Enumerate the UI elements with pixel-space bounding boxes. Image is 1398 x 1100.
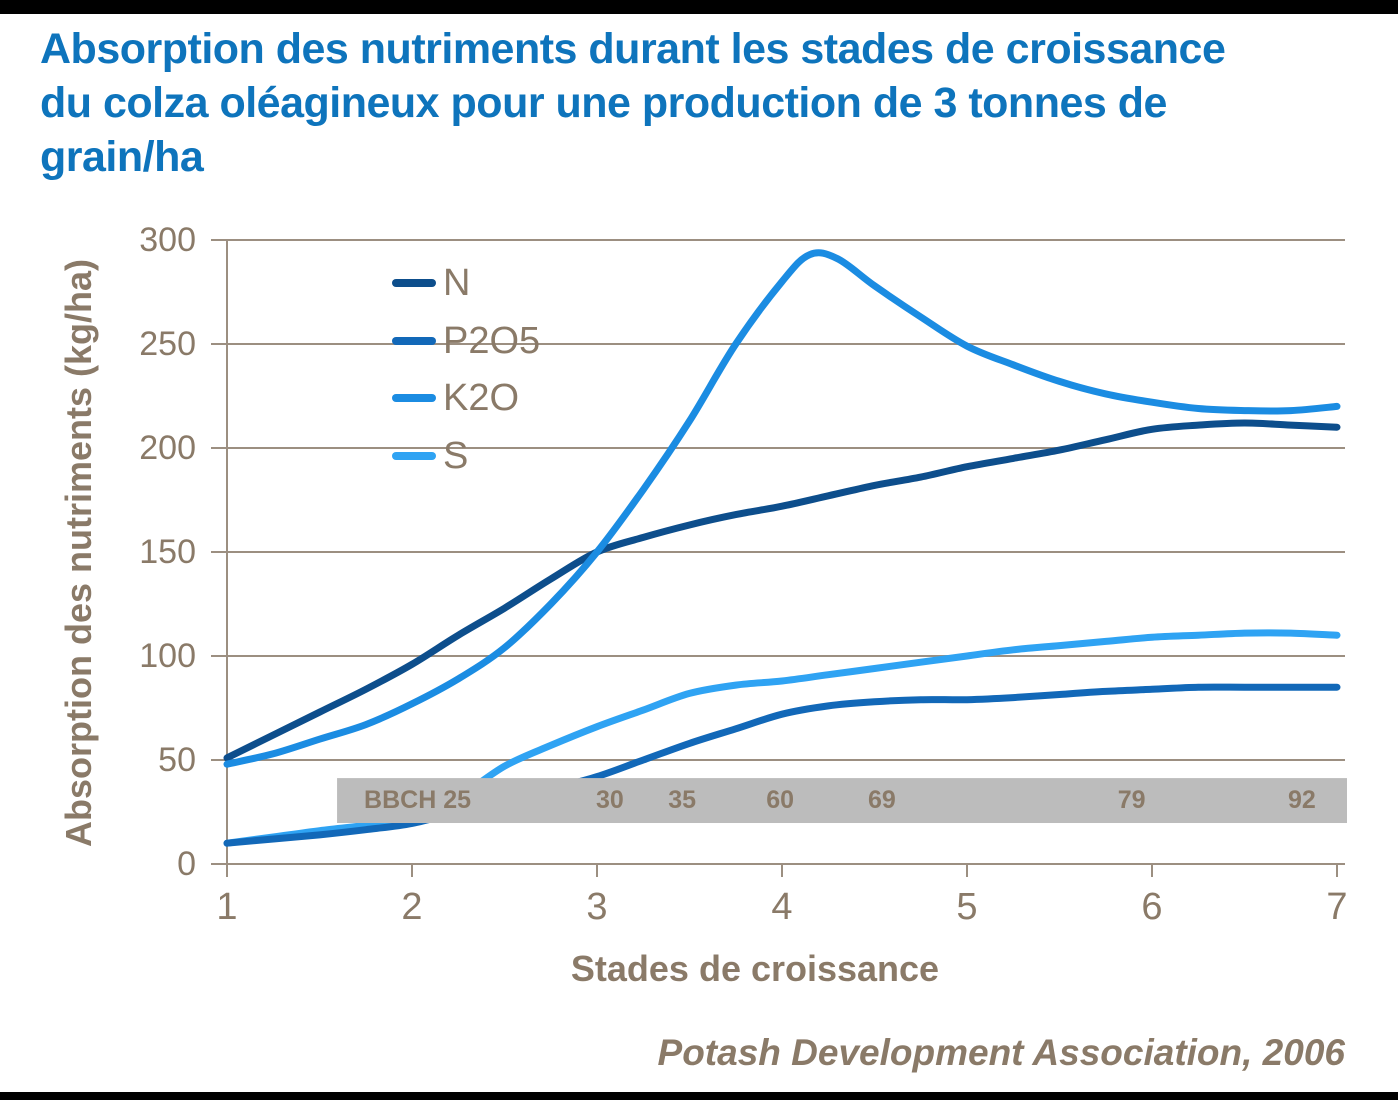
bbch-label-30: 30 (596, 786, 624, 814)
y-tick-label-150: 150 (139, 533, 196, 571)
bbch-label-35: 35 (668, 786, 696, 814)
x-tick-label-6: 6 (1141, 886, 1163, 928)
legend-item-N: N (392, 263, 612, 303)
bottom-border-bar (0, 1092, 1398, 1100)
bbch-label-69: 69 (867, 786, 896, 814)
bbch-band (337, 778, 1347, 824)
legend-label-S: S (443, 434, 469, 477)
y-tick-label-100: 100 (139, 637, 196, 675)
bbch-label-60: 60 (766, 786, 795, 814)
y-tick-label-0: 0 (177, 845, 196, 883)
series-line-K2O (223, 249, 1341, 768)
y-tick-label-200: 200 (139, 429, 196, 467)
bbch-label-79: 79 (1117, 786, 1146, 814)
x-tick-label-5: 5 (956, 886, 978, 928)
legend-item-K2O: K2O (392, 378, 612, 418)
chart-title: Absorption des nutriments durant les sta… (40, 22, 1380, 184)
legend-label-P2O5: P2O5 (443, 319, 541, 362)
legend-label-N: N (443, 262, 471, 304)
source-credit: Potash Development Association, 2006 (657, 1032, 1345, 1073)
bbch-label-92: 92 (1287, 786, 1316, 814)
chart-title-line-1: Absorption des nutriments durant les sta… (40, 25, 1226, 73)
y-tick-label-250: 250 (139, 325, 196, 363)
y-tick-label-50: 50 (158, 741, 196, 779)
chart-title-line-2: du colza oléagineux pour une production … (40, 79, 1167, 127)
bbch-label-bbch-25: BBCH 25 (364, 786, 472, 814)
series-line-N (223, 419, 1341, 762)
legend-label-K2O: K2O (443, 377, 520, 419)
x-tick-label-3: 3 (586, 886, 608, 928)
x-tick-label-4: 4 (771, 886, 793, 928)
y-tick-label-300: 300 (139, 221, 196, 259)
legend-swatch-S (392, 451, 436, 460)
legend-item-S: S (392, 436, 612, 476)
legend-item-P2O5: P2O5 (392, 321, 612, 361)
x-axis-title: Stades de croissance (570, 948, 940, 989)
x-tick-label-1: 1 (216, 886, 238, 928)
legend-swatch-K2O (392, 394, 436, 402)
x-tick-label-2: 2 (401, 886, 423, 928)
y-axis-title: Absorption des nutriments (kg/ha) (58, 258, 99, 848)
x-tick-label-7: 7 (1326, 886, 1348, 928)
legend-swatch-N (392, 279, 436, 287)
series-line-P2O5 (223, 683, 1341, 847)
top-border-bar (0, 0, 1398, 14)
legend-swatch-P2O5 (392, 336, 436, 345)
chart-title-line-3: grain/ha (40, 133, 204, 181)
